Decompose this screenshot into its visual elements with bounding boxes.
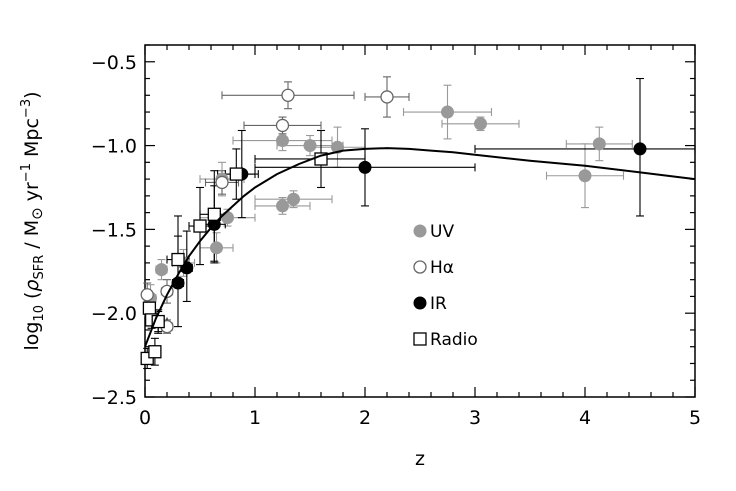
uv-point (276, 134, 289, 148)
y-tick-label: −2.0 (91, 303, 137, 325)
uv-point (210, 241, 223, 255)
uv-point (155, 263, 168, 277)
legend-marker-ir (413, 296, 427, 310)
radio-point (229, 167, 243, 181)
legend-label-ir: IR (430, 294, 447, 314)
y-tick-label: −0.5 (91, 52, 137, 74)
model-curve (144, 147, 696, 348)
uv-point (221, 211, 234, 225)
uv-point (578, 169, 592, 183)
legend-marker-radio (413, 332, 427, 346)
legend-label-halpha: Hα (430, 258, 454, 278)
legend-marker-halpha (413, 260, 427, 274)
x-tick-label: 3 (469, 407, 481, 429)
axis-tick-labels: 0 1 2 3 4 5 −2.5 −2.0 −1.5 −1.0 −0.5 (91, 52, 701, 429)
x-tick-label: 5 (689, 407, 701, 429)
y-tick-label: −1.0 (91, 136, 137, 158)
halpha-point (380, 90, 394, 104)
legend-label-radio: Radio (430, 330, 478, 350)
radio-point (207, 207, 221, 221)
halpha-point (140, 288, 154, 302)
plot-frame (144, 44, 696, 398)
halpha-point (275, 118, 290, 133)
y-tick-label: −1.5 (91, 219, 137, 241)
uv-point (592, 137, 606, 151)
y-axis-title: log10 (ρSFR / M⊙ yr−1 Mpc−3) (19, 91, 47, 350)
halpha-point (215, 175, 229, 190)
radio-point (142, 301, 157, 315)
model-curve-line (144, 147, 696, 348)
legend: UV Hα IR Radio (413, 222, 478, 350)
radio-point (171, 252, 185, 267)
radio-point (193, 219, 207, 233)
halpha-point (281, 88, 295, 102)
uv-point (303, 139, 317, 153)
radio-point (148, 345, 162, 359)
legend-label-uv: UV (430, 222, 454, 242)
x-tick-label: 1 (249, 407, 261, 429)
y-tick-label: −2.5 (91, 387, 137, 409)
x-axis-title: z (415, 448, 425, 470)
uv-point (276, 199, 289, 213)
ir-point (633, 142, 647, 156)
x-tick-label: 2 (359, 407, 371, 429)
x-tick-label: 4 (579, 407, 591, 429)
uv-point (287, 192, 300, 206)
uv-point (441, 105, 454, 119)
x-tick-label: 0 (139, 407, 151, 429)
uv-point (474, 117, 487, 131)
legend-marker-uv (413, 224, 427, 238)
data-markers (140, 88, 647, 366)
ir-point (358, 160, 372, 174)
